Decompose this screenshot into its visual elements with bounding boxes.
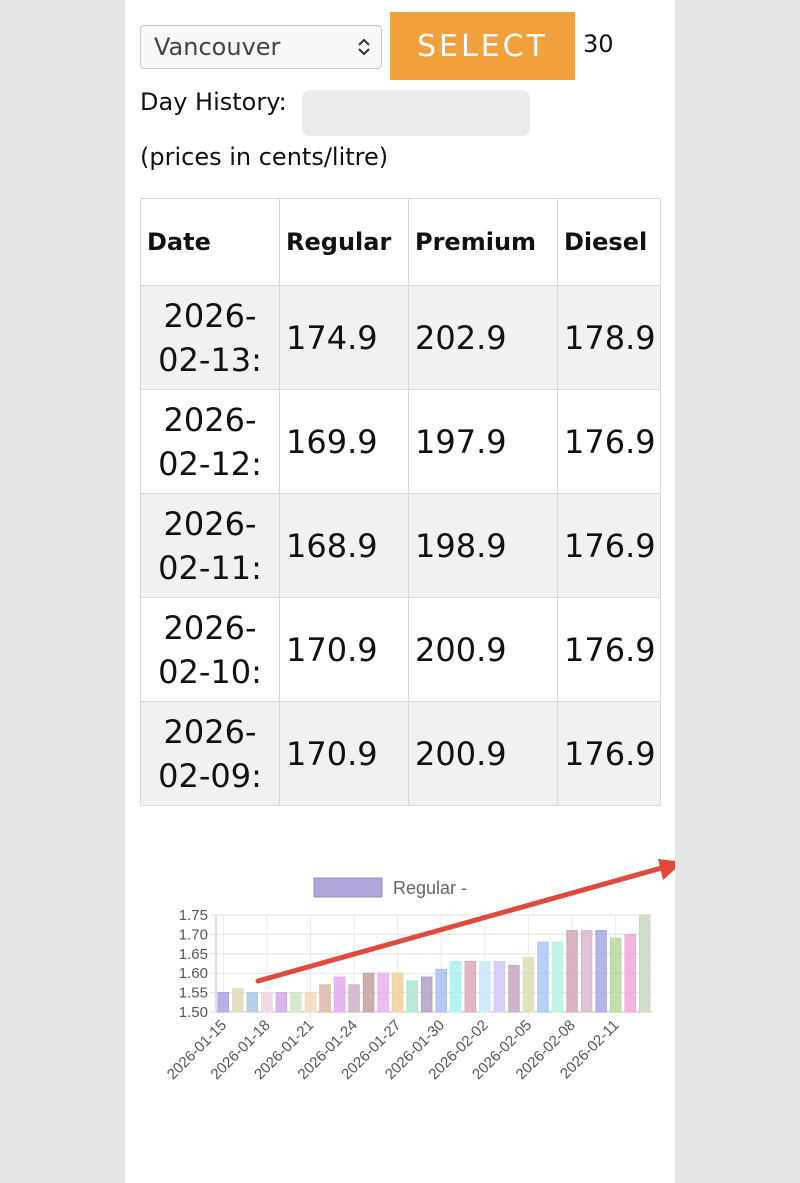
legend-swatch: [313, 877, 383, 898]
date-cell: 2026- 02-13:: [140, 285, 280, 390]
updown-chevron-icon: [358, 38, 370, 56]
y-tick-label: 1.60: [179, 965, 208, 982]
bar-2026-01-26: [377, 972, 389, 1013]
bar-2026-02-13: [639, 914, 651, 1013]
bar-2026-02-11: [609, 937, 622, 1013]
date-cell: 2026- 02-12:: [140, 389, 280, 494]
bar-2026-01-19: [275, 992, 288, 1013]
premium-cell: 202.9: [408, 285, 558, 390]
table-row: 2026- 02-09: 170.9 200.9 176.9: [140, 701, 661, 806]
table-header-row: Date Regular Premium Diesel: [140, 198, 661, 286]
bar-2026-01-31: [450, 961, 462, 1013]
header-regular: Regular: [279, 198, 409, 286]
bar-2026-02-04: [508, 964, 520, 1013]
arrow-head-icon: [658, 859, 675, 880]
bar-2026-01-20: [290, 992, 302, 1013]
premium-cell: 200.9: [408, 597, 558, 702]
header-premium: Premium: [408, 198, 558, 286]
diesel-cell: 176.9: [557, 597, 661, 702]
regular-cell: 169.9: [279, 389, 409, 494]
premium-cell: 198.9: [408, 493, 558, 598]
bar-2026-01-30: [435, 968, 447, 1013]
date-year: 2026-: [163, 400, 257, 439]
bar-2026-02-07: [551, 941, 564, 1013]
day-history-label: Day History:: [140, 88, 287, 116]
date-cell: 2026- 02-10:: [140, 597, 280, 702]
day-history-input[interactable]: [302, 90, 530, 136]
date-monthday: 02-11:: [158, 548, 262, 587]
y-tick-label: 1.65: [179, 946, 208, 963]
table-row: 2026- 02-11: 168.9 198.9 176.9: [140, 493, 661, 598]
date-year: 2026-: [163, 712, 257, 751]
regular-price-chart: Regular - 1.75 1.70 1.65 1.60 1.55 1.50 2026-…: [164, 877, 652, 1083]
date-year: 2026-: [163, 504, 257, 543]
bar-2026-02-02: [479, 961, 491, 1013]
bar-2026-01-29: [421, 976, 433, 1013]
bar-2026-01-22: [319, 984, 331, 1013]
date-cell: 2026- 02-09:: [140, 701, 280, 806]
date-monthday: 02-13:: [158, 340, 262, 379]
bar-2026-01-24: [348, 984, 360, 1013]
y-axis: 1.75 1.70 1.65 1.60 1.55 1.50: [179, 907, 208, 1021]
table-row: 2026- 02-10: 170.9 200.9 176.9: [140, 597, 661, 702]
table-row: 2026- 02-13: 174.9 202.9 178.9: [140, 285, 661, 390]
units-note: (prices in cents/litre): [140, 143, 389, 171]
bar-2026-02-10: [595, 930, 607, 1013]
premium-cell: 197.9: [408, 389, 558, 494]
chart-bars: [217, 914, 651, 1013]
bar-2026-02-01: [464, 961, 477, 1013]
header-diesel: Diesel: [557, 198, 661, 286]
bar-2026-02-09: [580, 930, 593, 1013]
bar-2026-01-27: [391, 972, 404, 1013]
regular-cell: 170.9: [279, 597, 409, 702]
bar-2026-01-16: [232, 988, 244, 1013]
days-count: 30: [583, 30, 614, 58]
city-select[interactable]: Vancouver: [140, 25, 382, 69]
date-monthday: 02-12:: [158, 444, 262, 483]
header-date: Date: [140, 198, 280, 286]
bar-2026-01-15: [217, 992, 229, 1013]
diesel-cell: 176.9: [557, 701, 661, 806]
legend-label: Regular -: [393, 878, 467, 898]
diesel-cell: 176.9: [557, 389, 661, 494]
premium-cell: 200.9: [408, 701, 558, 806]
date-monthday: 02-10:: [158, 652, 262, 691]
date-cell: 2026- 02-11:: [140, 493, 280, 598]
page: Vancouver SELECT 30 Day History: (prices…: [125, 0, 675, 1183]
x-axis: 2026-01-152026-01-182026-01-212026-01-24…: [164, 1017, 623, 1083]
bar-2026-02-03: [493, 961, 506, 1013]
bar-2026-01-18: [261, 992, 273, 1013]
bar-2026-01-25: [362, 972, 375, 1013]
y-tick-label: 1.75: [179, 907, 208, 924]
bar-2026-02-05: [522, 957, 535, 1013]
select-button[interactable]: SELECT: [390, 12, 575, 80]
table-row: 2026- 02-12: 169.9 197.9 176.9: [140, 389, 661, 494]
diesel-cell: 176.9: [557, 493, 661, 598]
regular-cell: 174.9: [279, 285, 409, 390]
date-year: 2026-: [163, 296, 257, 335]
y-tick-label: 1.70: [179, 926, 208, 943]
regular-cell: 168.9: [279, 493, 409, 598]
bar-2026-02-12: [624, 933, 636, 1013]
price-table: Date Regular Premium Diesel 2026- 02-13: …: [140, 198, 661, 806]
bar-2026-01-23: [333, 976, 346, 1013]
bar-2026-02-08: [566, 930, 578, 1013]
bar-2026-01-21: [304, 992, 317, 1013]
date-monthday: 02-09:: [158, 756, 262, 795]
diesel-cell: 178.9: [557, 285, 661, 390]
regular-cell: 170.9: [279, 701, 409, 806]
city-select-value: Vancouver: [154, 33, 281, 61]
y-tick-label: 1.50: [179, 1004, 208, 1021]
bar-2026-02-06: [537, 941, 549, 1013]
bar-2026-01-28: [406, 980, 418, 1013]
y-tick-label: 1.55: [179, 985, 208, 1002]
bar-2026-01-17: [246, 992, 259, 1013]
date-year: 2026-: [163, 608, 257, 647]
